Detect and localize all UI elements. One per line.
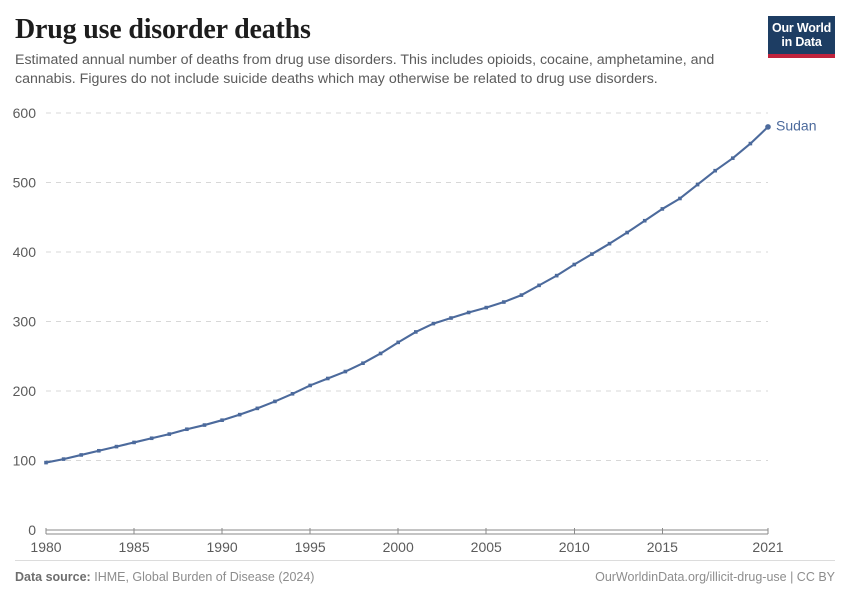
- data-point[interactable]: [378, 351, 383, 356]
- data-point[interactable]: [132, 440, 136, 445]
- x-tick-label: 2021: [752, 539, 783, 555]
- data-point[interactable]: [220, 418, 224, 422]
- data-point[interactable]: [607, 241, 612, 246]
- x-axis: [45, 528, 769, 535]
- data-point[interactable]: [572, 262, 577, 267]
- chart-footer: Data source: IHME, Global Burden of Dise…: [0, 561, 850, 600]
- data-point[interactable]: [695, 182, 700, 187]
- data-point[interactable]: [554, 273, 559, 278]
- data-point[interactable]: [678, 196, 682, 201]
- series-end-labels[interactable]: Sudan: [776, 118, 816, 134]
- data-point[interactable]: [308, 383, 312, 388]
- data-point[interactable]: [290, 391, 295, 396]
- data-point[interactable]: [537, 283, 541, 288]
- x-axis-tick-labels: 1980 1985 1990 1995 2000 2005 2010 2015 2021: [30, 539, 783, 555]
- data-point[interactable]: [202, 423, 207, 427]
- data-point[interactable]: [642, 218, 647, 223]
- data-point[interactable]: [44, 460, 48, 465]
- data-point[interactable]: [114, 444, 119, 449]
- data-point[interactable]: [61, 457, 66, 461]
- x-tick-label: 2015: [647, 539, 678, 555]
- x-tick-label: 1995: [295, 539, 326, 555]
- our-world-in-data-logo[interactable]: Our World in Data: [768, 16, 835, 58]
- chart-plot-area[interactable]: 0 100 200 300 400 500 600 1980 1985 1990 1995 2000…: [0, 96, 850, 556]
- data-point[interactable]: [730, 156, 735, 160]
- logo-line-1: Our World: [771, 21, 832, 35]
- chart-subtitle: Estimated annual number of deaths from d…: [15, 52, 715, 87]
- data-point[interactable]: [625, 230, 629, 235]
- data-point[interactable]: [748, 141, 753, 146]
- x-tick-label: 2010: [559, 539, 590, 555]
- x-tick-label: 1990: [207, 539, 238, 555]
- data-point[interactable]: [255, 406, 260, 411]
- y-tick-label: 200: [13, 383, 37, 399]
- y-tick-label: 500: [13, 175, 37, 191]
- footer-divider: [15, 560, 835, 561]
- data-point[interactable]: [484, 305, 489, 310]
- data-point[interactable]: [660, 207, 665, 211]
- data-point[interactable]: [325, 376, 330, 381]
- y-tick-label: 300: [13, 314, 37, 330]
- y-tick-label: 0: [28, 522, 36, 538]
- chart-header: Drug use disorder deaths Estimated annua…: [0, 0, 850, 96]
- page-title: Drug use disorder deaths: [15, 14, 311, 45]
- data-source-value: IHME, Global Burden of Disease (2024): [94, 570, 315, 584]
- data-point[interactable]: [167, 432, 172, 436]
- gridlines: [46, 112, 768, 531]
- data-point[interactable]: [79, 453, 84, 457]
- data-point[interactable]: [149, 436, 154, 441]
- x-tick-label: 2000: [383, 539, 414, 555]
- x-tick-label: 1980: [30, 539, 61, 555]
- data-point[interactable]: [343, 369, 348, 374]
- data-point[interactable]: [237, 412, 242, 417]
- data-source-label: Data source:: [15, 570, 91, 584]
- x-tick-label: 2005: [471, 539, 502, 555]
- y-tick-label: 600: [13, 105, 37, 121]
- data-point[interactable]: [713, 168, 717, 173]
- line-chart-svg[interactable]: 0 100 200 300 400 500 600 1980 1985 1990 1995 2000…: [0, 96, 850, 556]
- data-point[interactable]: [97, 448, 101, 453]
- data-series[interactable]: [44, 124, 771, 465]
- data-point[interactable]: [431, 321, 436, 326]
- data-point[interactable]: [361, 361, 365, 365]
- logo-line-2: in Data: [781, 35, 822, 49]
- data-point[interactable]: [502, 300, 506, 304]
- source-url-license[interactable]: OurWorldinData.org/illicit-drug-use | CC…: [595, 570, 835, 584]
- data-source-text: Data source: IHME, Global Burden of Dise…: [15, 570, 314, 584]
- data-point[interactable]: [466, 310, 471, 315]
- data-point[interactable]: [414, 330, 418, 334]
- series-line-sudan[interactable]: [44, 125, 770, 464]
- data-point[interactable]: [590, 252, 594, 256]
- y-tick-label: 100: [13, 453, 37, 469]
- data-point[interactable]: [273, 399, 277, 404]
- data-point[interactable]: [185, 427, 189, 432]
- data-point[interactable]: [396, 340, 400, 345]
- y-axis-tick-labels: 0 100 200 300 400 500 600: [13, 105, 37, 538]
- x-tick-label: 1985: [118, 539, 149, 555]
- data-point[interactable]: [449, 316, 453, 320]
- y-tick-label: 400: [13, 244, 37, 260]
- series-label-sudan[interactable]: Sudan: [776, 118, 816, 134]
- series-endpoint[interactable]: [765, 124, 771, 130]
- data-point[interactable]: [519, 293, 524, 297]
